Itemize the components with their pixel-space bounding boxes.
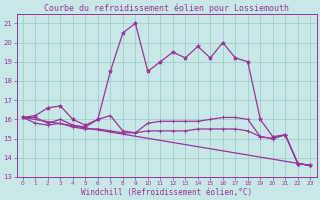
Title: Courbe du refroidissement éolien pour Lossiemouth: Courbe du refroidissement éolien pour Lo… [44, 3, 289, 13]
X-axis label: Windchill (Refroidissement éolien,°C): Windchill (Refroidissement éolien,°C) [81, 188, 252, 197]
